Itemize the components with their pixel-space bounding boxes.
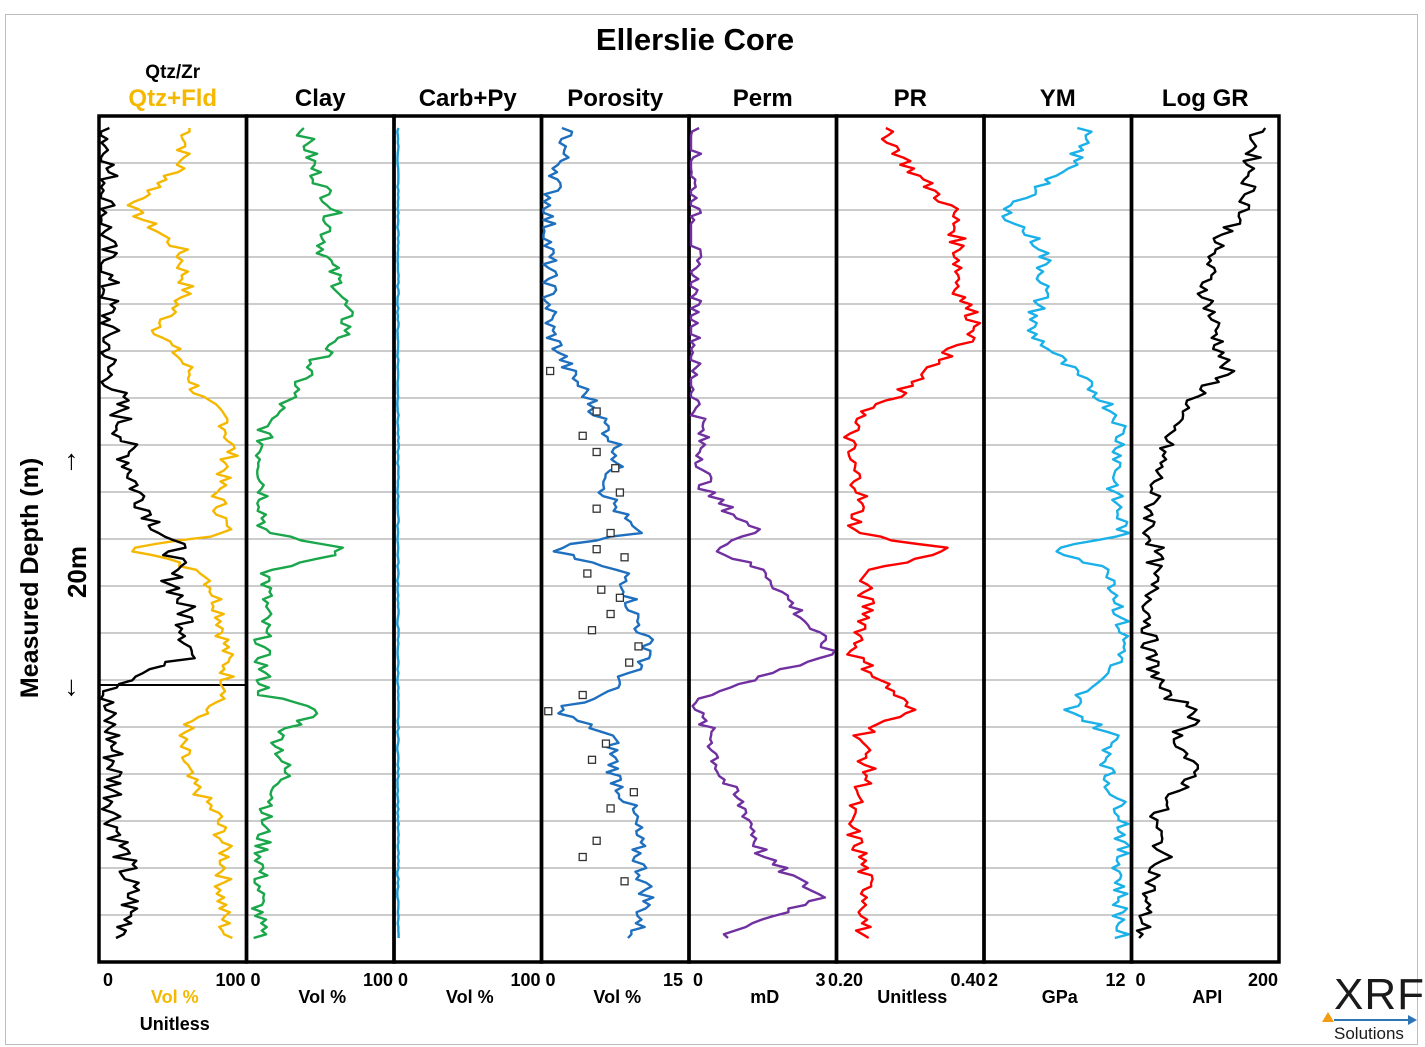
track-header: Clay [295, 85, 346, 112]
core-sample-point [611, 464, 620, 473]
track-header: Carb+Py [419, 85, 518, 112]
axis-unit-label: Vol % [446, 987, 494, 1007]
core-sample-point [592, 447, 601, 457]
axis-unit-label: mD [750, 987, 779, 1007]
axis-max-label: 200 [1248, 970, 1278, 990]
axis-min-label: 0.20 [828, 970, 863, 990]
axis-max-label: 3 [815, 970, 825, 990]
axis-min-label: 0 [250, 970, 260, 990]
core-sample-point [592, 545, 601, 554]
core-sample-point [583, 569, 592, 578]
series-line-log-gr [1135, 127, 1267, 939]
depth-scale-label: 20m [62, 546, 92, 598]
depth-arrow-down: ← [51, 674, 82, 702]
series-line-carb-py [396, 127, 400, 938]
axis-min-label: 0 [693, 970, 703, 990]
core-sample-point [620, 553, 629, 562]
series-line-clay [250, 127, 354, 940]
core-sample-point [597, 585, 606, 594]
core-sample-point [587, 755, 597, 764]
axis-unit2-label: Unitless [140, 1014, 210, 1034]
core-sample-point [592, 504, 601, 513]
core-sample-point [578, 690, 587, 700]
axis-max-label: 0.40 [950, 970, 985, 990]
core-sample-point [615, 593, 625, 602]
track-header: YM [1040, 85, 1076, 112]
core-sample-point [629, 788, 638, 797]
axis-unit-label: Vol % [298, 987, 346, 1007]
axis-min-label: 0 [103, 970, 113, 990]
axis-unit-label: Vol % [151, 987, 199, 1007]
chart-frame [5, 14, 1418, 1045]
logo-triangle-icon [1322, 1012, 1334, 1022]
chart-title: Ellerslie Core [596, 22, 794, 57]
core-sample-point [587, 626, 597, 635]
core-sample-point [544, 707, 553, 716]
axis-max-label: 15 [663, 970, 683, 990]
core-sample-point [592, 836, 601, 845]
y-axis-label: Measured Depth (m) [16, 458, 44, 698]
axis-unit-label: GPa [1042, 987, 1079, 1007]
core-sample-point [606, 528, 615, 538]
series-line-ym [1001, 126, 1131, 940]
axis-min-label: 0 [398, 970, 408, 990]
core-sample-point [601, 739, 611, 748]
track-subheader: Qtz/Zr [145, 62, 200, 83]
xrf-logo: XRF Solutions [1322, 970, 1424, 1046]
core-sample-point [546, 366, 555, 376]
axis-unit-label: Unitless [877, 987, 947, 1007]
core-sample-point [606, 804, 615, 813]
core-sample-point [625, 658, 634, 667]
core-sample-point [578, 852, 587, 862]
track-header: Perm [733, 85, 793, 112]
series-line-porosity [542, 126, 655, 939]
axis-unit-label: API [1192, 987, 1222, 1007]
axis-max-label: 12 [1105, 970, 1125, 990]
axis-max-label: 100 [510, 970, 540, 990]
track-header: Qtz+Fld [128, 85, 217, 112]
series-line-qtz-fld [126, 127, 239, 940]
core-sample-point [634, 642, 643, 651]
core-sample-point [606, 609, 615, 619]
axis-min-label: 0 [1135, 970, 1145, 990]
depth-arrow-up: → [51, 448, 82, 476]
axis-unit-label: Vol % [593, 987, 641, 1007]
core-sample-point [620, 877, 629, 886]
track-header: Log GR [1162, 85, 1249, 112]
axis-min-label: 2 [988, 970, 998, 990]
logo-text: XRF [1334, 970, 1425, 1019]
logo-arrow-icon [1408, 1015, 1417, 1025]
series-line-perm [689, 126, 836, 939]
series-line-qtz-zr [99, 126, 197, 940]
logo-arrow-line [1334, 1019, 1410, 1021]
core-sample-point [592, 407, 601, 416]
track-header: Porosity [567, 85, 664, 112]
axis-max-label: 100 [363, 970, 393, 990]
axis-min-label: 0 [545, 970, 555, 990]
core-sample-point [578, 431, 587, 440]
axis-max-label: 100 [215, 970, 245, 990]
logo-subtext: Solutions [1334, 1024, 1404, 1043]
track-header: PR [894, 85, 927, 112]
track-frame [1129, 114, 1281, 964]
core-sample-point [615, 488, 625, 497]
series-line-pr [843, 126, 982, 940]
